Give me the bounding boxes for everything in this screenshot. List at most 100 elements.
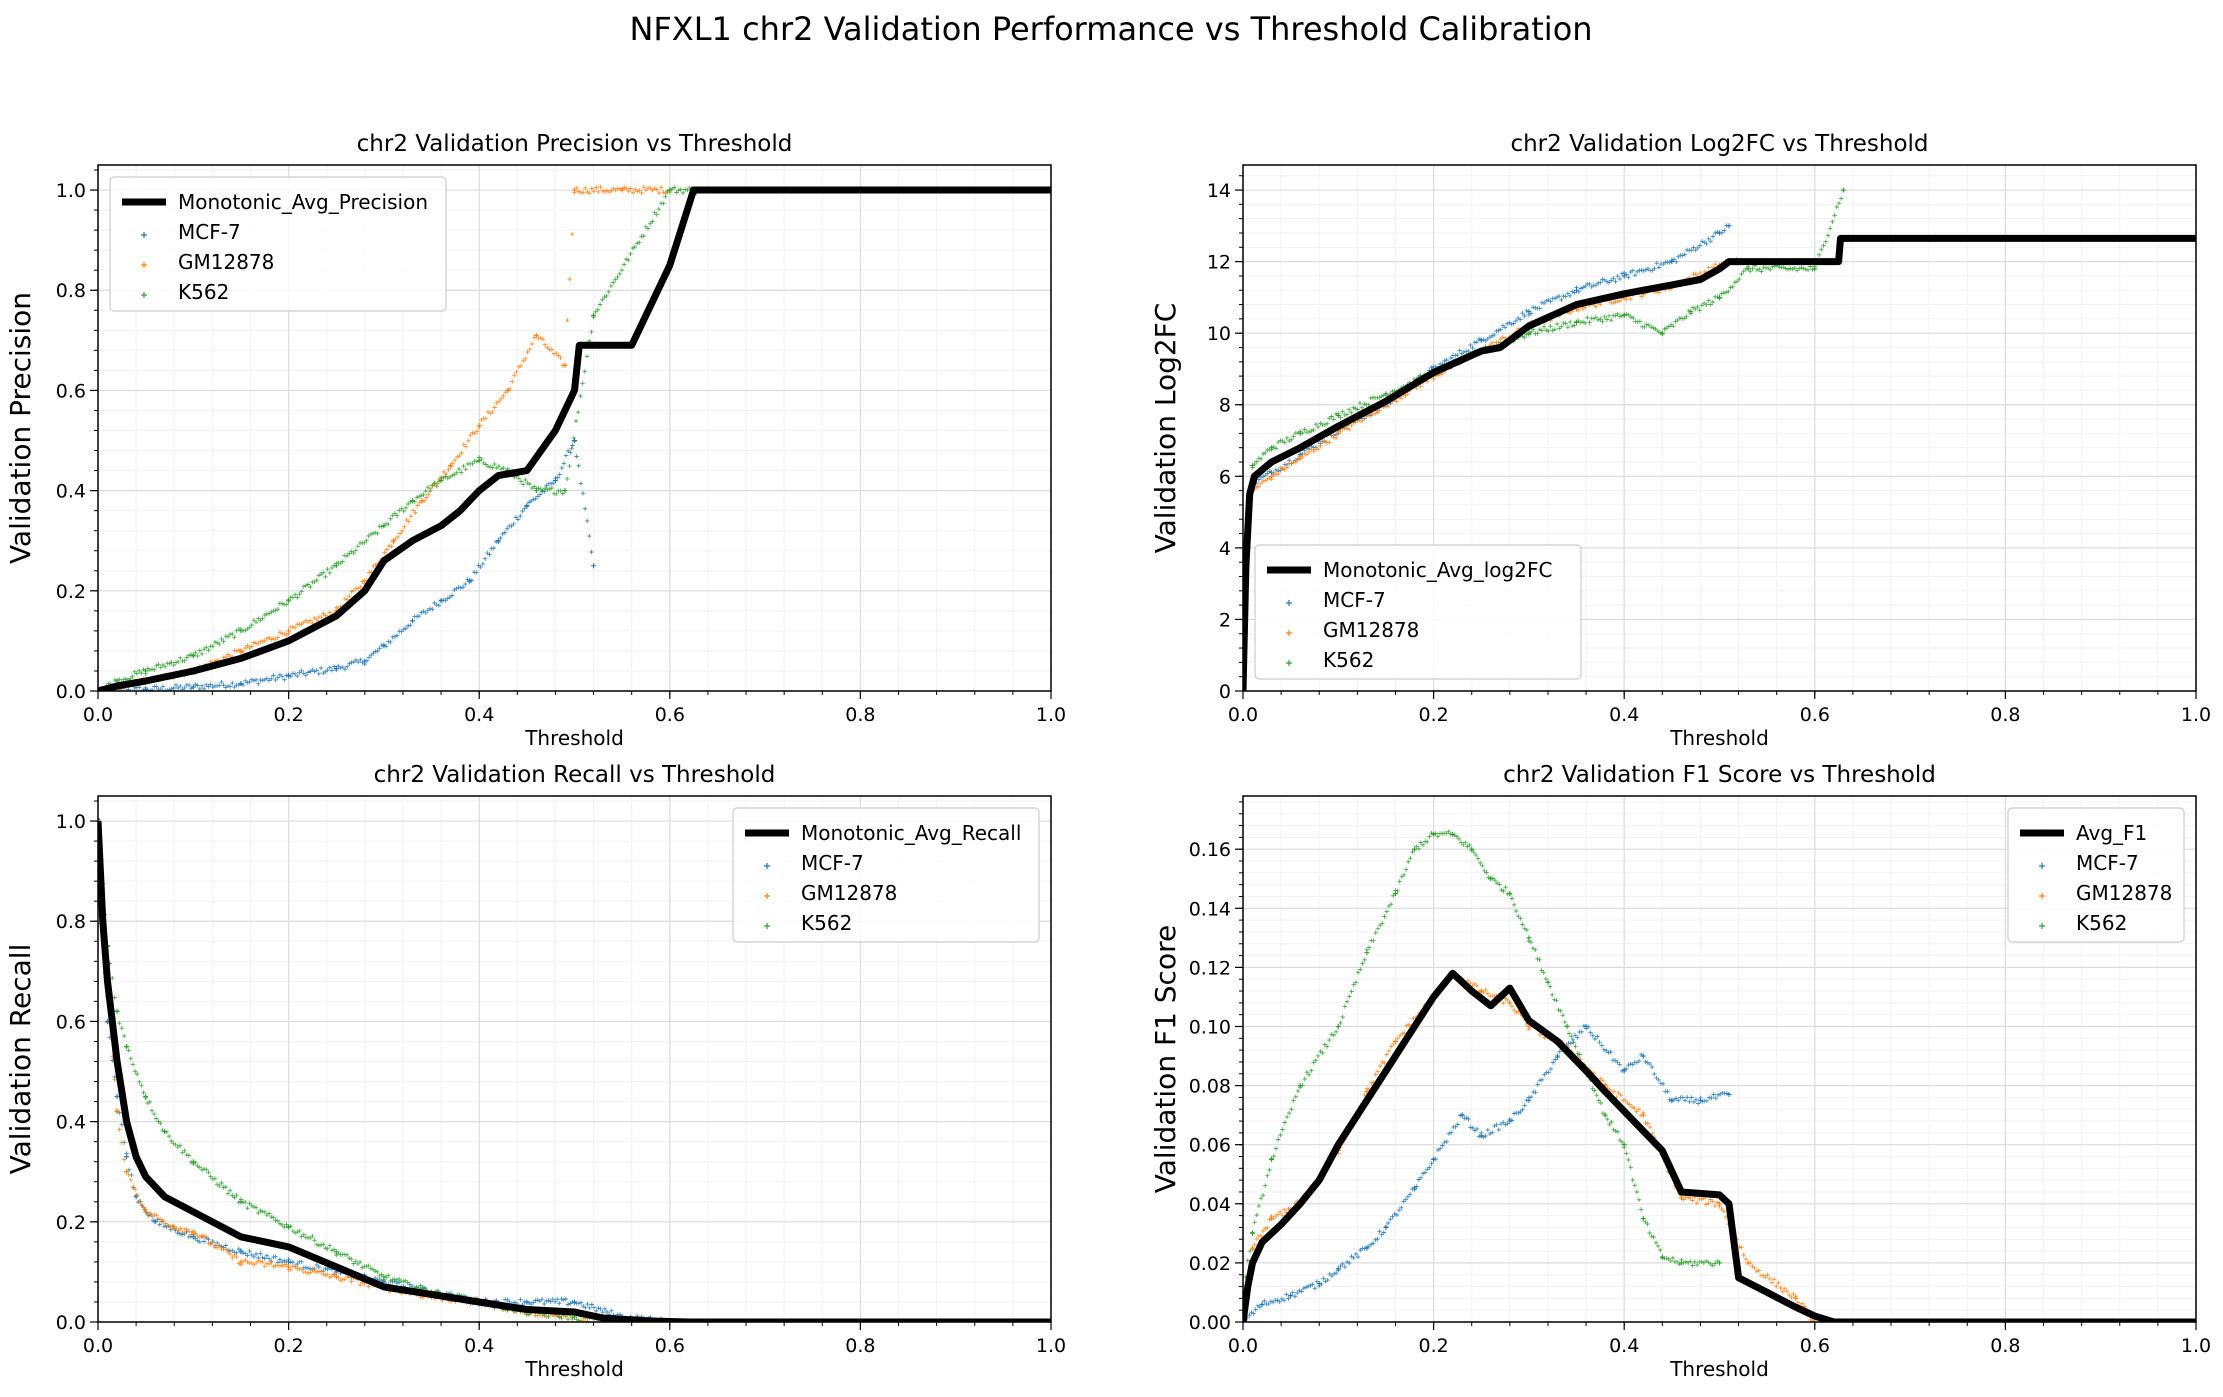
y-tick-label: 0.4 (56, 481, 86, 503)
data-point-mcf-7 (552, 478, 558, 484)
x-tick-label: 0.6 (1800, 1335, 1830, 1357)
legend-label-mcf-7: MCF-7 (2076, 851, 2139, 875)
y-tick-label: 0.0 (56, 1312, 86, 1334)
data-point-k562 (438, 478, 444, 484)
data-point-k562 (1640, 1216, 1646, 1222)
data-point-k562 (114, 1008, 120, 1014)
data-point-mcf-7 (1383, 1224, 1389, 1230)
data-point-gm12878 (572, 187, 577, 193)
data-point-k562 (190, 1159, 196, 1165)
y-tick-label: 0.10 (1189, 1016, 1231, 1038)
figure-title: NFXL1 chr2 Validation Performance vs Thr… (629, 10, 1592, 48)
x-tick-label: 0.8 (845, 704, 875, 726)
data-point-k562 (143, 668, 149, 674)
x-tick-label: 0.0 (1228, 704, 1258, 726)
data-point-mcf-7 (1364, 1245, 1370, 1251)
data-point-mcf-7 (409, 618, 415, 624)
data-point-gm12878 (505, 387, 511, 393)
data-point-mcf-7 (1478, 337, 1484, 343)
log2fc-panel-line-monotonic-avg-log2fc (1243, 234, 2196, 691)
data-point-gm12878 (143, 1209, 149, 1215)
data-point-k562 (1678, 1260, 1684, 1266)
data-point-k562 (1659, 1254, 1665, 1260)
y-tick-label: 0.2 (56, 1212, 86, 1234)
data-point-gm12878 (171, 1224, 177, 1230)
data-point-k562 (1250, 463, 1256, 469)
data-point-k562 (409, 498, 415, 504)
data-point-k562 (124, 1043, 130, 1049)
data-point-gm12878 (619, 187, 625, 193)
data-point-mcf-7 (467, 578, 473, 584)
legend-swatch-mcf-7 (2039, 863, 2045, 869)
x-tick-label: 0.6 (1800, 704, 1830, 726)
data-point-gm12878 (238, 1259, 244, 1265)
data-point-k562 (1564, 1023, 1570, 1029)
precision-panel-ylabel: Validation Precision (4, 292, 37, 564)
data-point-gm12878 (1250, 1245, 1256, 1251)
data-point-gm12878 (362, 578, 368, 584)
legend-swatch-k562 (764, 923, 770, 929)
data-point-gm12878 (1335, 430, 1341, 436)
legend-swatch-k562 (141, 292, 147, 298)
data-point-k562 (381, 1274, 387, 1280)
data-point-mcf-7 (1640, 1053, 1646, 1059)
data-point-gm12878 (1269, 473, 1275, 479)
x-tick-label: 0.6 (655, 1335, 685, 1357)
data-point-mcf-7 (1717, 230, 1722, 236)
legend-box (732, 807, 1040, 943)
data-point-k562 (1297, 1083, 1303, 1089)
data-point-k562 (1621, 1142, 1627, 1148)
y-tick-label: 1.0 (56, 180, 86, 202)
data-point-gm12878 (1478, 988, 1484, 994)
f1-panel-scatter-k562 (1243, 829, 1722, 1295)
data-point-gm12878 (419, 498, 425, 504)
x-tick-label: 1.0 (2181, 1335, 2211, 1357)
data-point-gm12878 (114, 1109, 120, 1115)
f1-panel-title: chr2 Validation F1 Score vs Threshold (1503, 762, 1936, 788)
y-tick-label: 1.0 (56, 811, 86, 833)
f1-panel-line-avg-f1 (1243, 969, 2196, 1322)
y-tick-label: 0.14 (1189, 898, 1231, 920)
y-tick-label: 0.06 (1189, 1135, 1231, 1157)
x-tick-label: 0.2 (1418, 704, 1448, 726)
x-tick-label: 0.6 (655, 704, 685, 726)
precision-panel-legend: Monotonic_Avg_Precision MCF-7 GM12878 K562 (109, 176, 447, 312)
data-point-mcf-7 (1288, 1292, 1294, 1298)
data-point-mcf-7 (114, 1094, 120, 1100)
data-point-gm12878 (1392, 1038, 1398, 1044)
data-point-gm12878 (1793, 1295, 1799, 1301)
data-point-k562 (1574, 319, 1580, 325)
log2fc-panel-axes-frame (1242, 164, 2197, 692)
f1-panel-axes-frame (1242, 795, 2197, 1323)
data-point-mcf-7 (381, 643, 387, 649)
log2fc-panel-legend: Monotonic_Avg_log2FC MCF-7 GM12878 K562 (1254, 544, 1582, 680)
log2fc-panel: chr2 Validation Log2FC vs Threshold Thre… (1149, 131, 2211, 750)
legend-label-mcf-7: MCF-7 (801, 851, 864, 875)
x-tick-label: 0.8 (1990, 1335, 2020, 1357)
data-point-gm12878 (448, 463, 454, 469)
y-tick-label: 0.4 (56, 1112, 86, 1134)
data-point-mcf-7 (572, 438, 577, 444)
y-tick-label: 0.0 (56, 681, 86, 703)
x-tick-label: 0.8 (845, 1335, 875, 1357)
data-point-mcf-7 (524, 503, 530, 509)
data-point-k562 (1250, 1230, 1256, 1236)
x-tick-label: 0.4 (464, 1335, 494, 1357)
data-point-gm12878 (390, 538, 396, 544)
legend-swatch-mcf-7 (141, 232, 147, 238)
precision-panel-line-monotonic-avg-precision (98, 186, 1051, 691)
data-point-mcf-7 (438, 598, 444, 604)
y-tick-label: 6 (1219, 466, 1231, 488)
data-point-gm12878 (1507, 1000, 1513, 1006)
recall-panel: chr2 Validation Recall vs Threshold Thre… (4, 762, 1066, 1381)
data-point-mcf-7 (1621, 1068, 1627, 1074)
data-point-k562 (286, 1224, 292, 1230)
data-point-k562 (162, 1129, 168, 1135)
data-point-k562 (1269, 445, 1275, 451)
legend-label-avg-f1: Avg_F1 (2076, 821, 2147, 845)
data-point-mcf-7 (1697, 1097, 1703, 1103)
x-tick-label: 0.0 (83, 704, 113, 726)
f1-panel-xlabel: Threshold (1669, 1357, 1769, 1381)
legend-label-gm12878: GM12878 (801, 881, 897, 905)
data-point-k562 (562, 488, 568, 494)
